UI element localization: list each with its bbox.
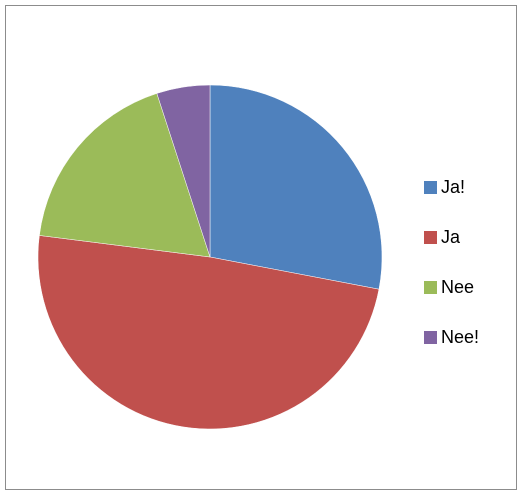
pie-slices (37, 84, 383, 430)
legend-swatch (424, 280, 437, 294)
chart-area: Ja! Ja Nee Nee! (5, 5, 517, 490)
legend-label: Ja (441, 227, 461, 247)
legend-item-ja-exclaim: Ja! (424, 174, 514, 200)
legend-item-nee: Nee (424, 274, 514, 300)
legend-item-ja: Ja (424, 224, 514, 250)
pie-chart (37, 84, 383, 430)
legend-swatch (424, 180, 437, 194)
slice-ja-exclaim (209, 84, 383, 290)
legend-swatch (424, 330, 437, 344)
legend-swatch (424, 230, 437, 244)
legend: Ja! Ja Nee Nee! (424, 174, 514, 374)
slice-nee-exclaim (156, 84, 211, 258)
legend-label: Nee (441, 277, 475, 297)
slice-nee (39, 93, 211, 258)
legend-label: Nee! (441, 327, 480, 347)
legend-item-nee-exclaim: Nee! (424, 324, 514, 350)
slice-ja (37, 235, 380, 430)
legend-label: Ja! (441, 177, 466, 197)
